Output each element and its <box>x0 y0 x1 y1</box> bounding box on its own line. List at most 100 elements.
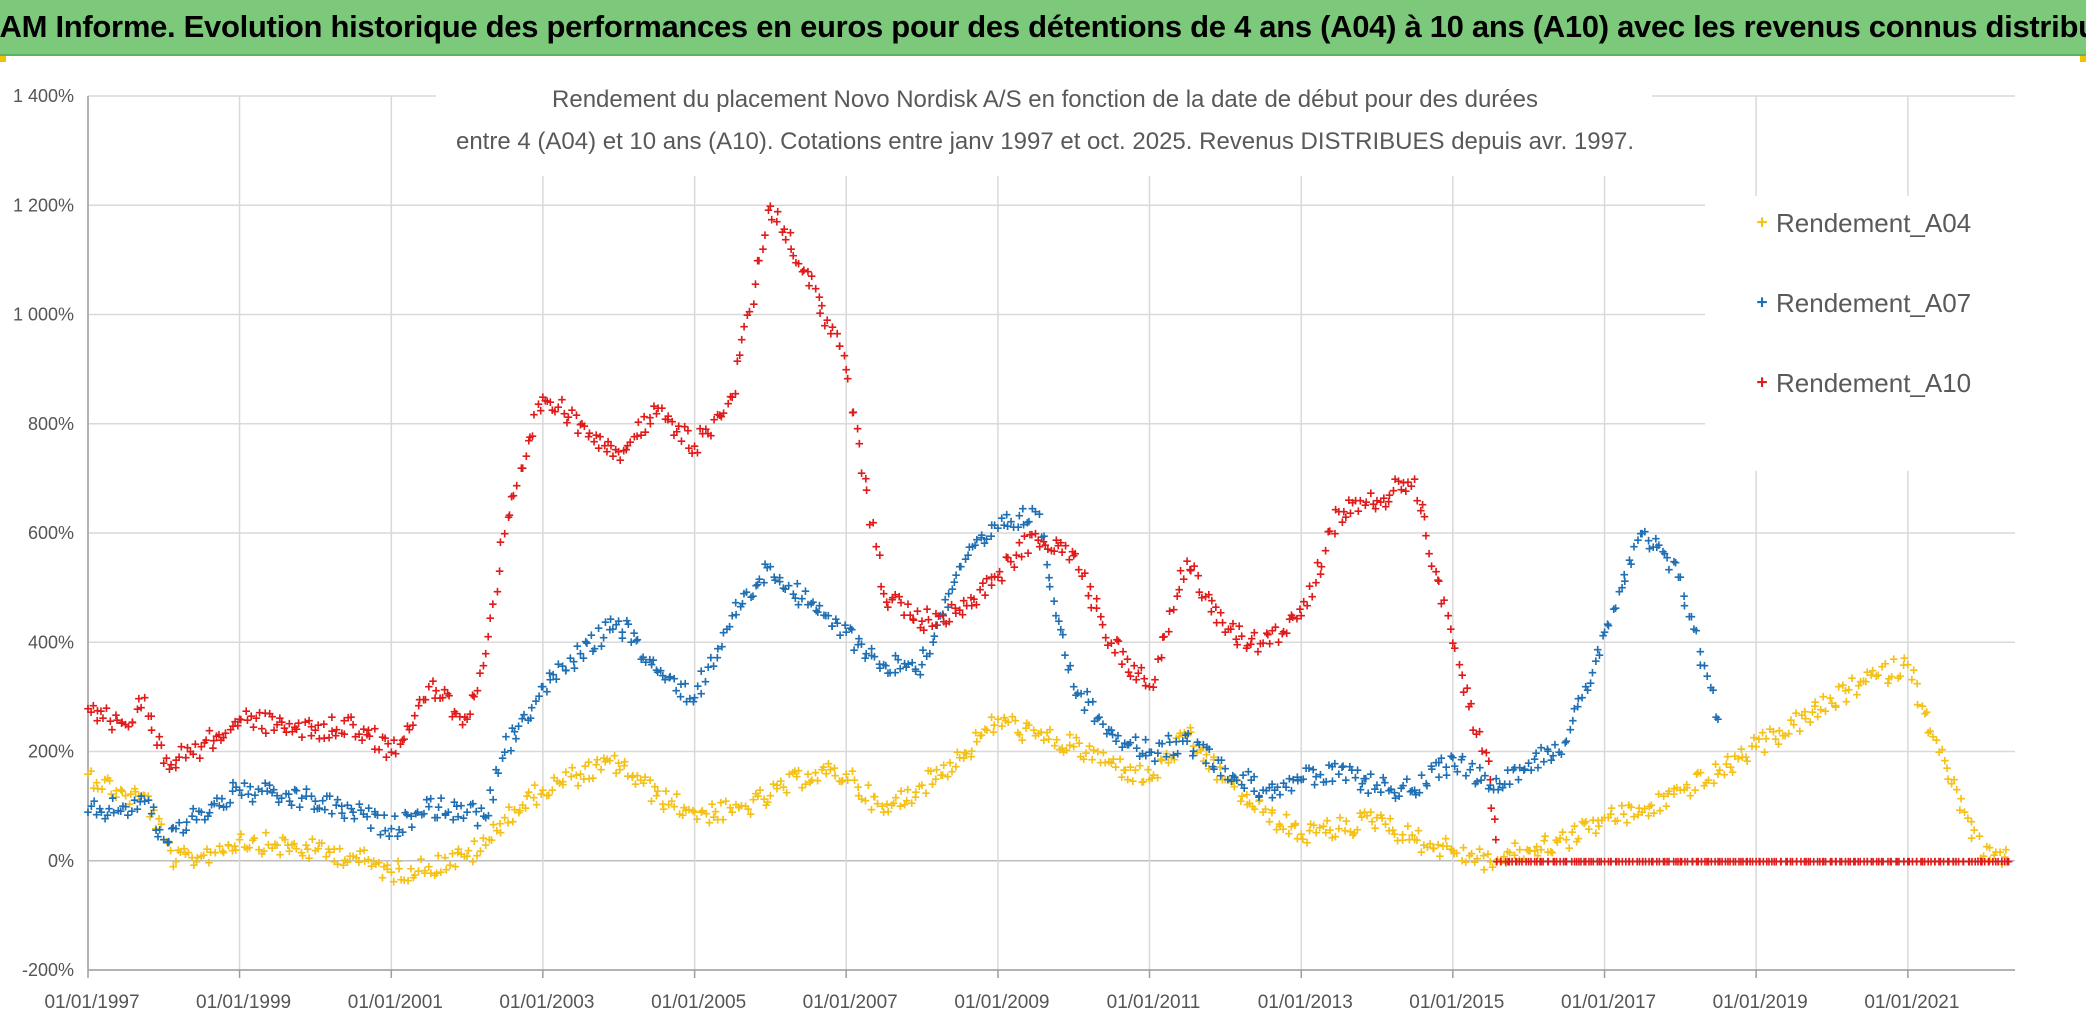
data-point-Rendement_A07: + <box>569 654 577 670</box>
data-point-Rendement_A10: + <box>1297 608 1305 624</box>
data-point-Rendement_A10: + <box>1382 499 1390 515</box>
data-point-Rendement_A07: + <box>207 797 215 813</box>
data-point-Rendement_A10: + <box>1607 854 1615 870</box>
data-point-Rendement_A04: + <box>1335 821 1343 837</box>
data-point-Rendement_A04: + <box>801 776 809 792</box>
data-point-Rendement_A04: + <box>1022 715 1030 731</box>
data-point-Rendement_A07: + <box>444 804 452 820</box>
data-point-Rendement_A10: + <box>1530 854 1538 870</box>
data-point-Rendement_A10: + <box>990 569 998 585</box>
data-point-Rendement_A07: + <box>1064 662 1072 678</box>
data-point-Rendement_A04: + <box>1291 816 1299 832</box>
data-point-Rendement_A04: + <box>1245 796 1253 812</box>
data-point-Rendement_A07: + <box>1514 772 1522 788</box>
data-point-Rendement_A04: + <box>794 763 802 779</box>
data-point-Rendement_A04: + <box>1099 745 1107 761</box>
data-point-Rendement_A10: + <box>1180 572 1188 588</box>
data-point-Rendement_A04: + <box>559 774 567 790</box>
data-point-Rendement_A07: + <box>719 625 727 641</box>
data-point-Rendement_A07: + <box>119 799 127 815</box>
data-point-Rendement_A07: + <box>321 802 329 818</box>
data-point-Rendement_A10: + <box>664 409 672 425</box>
data-point-Rendement_A04: + <box>504 815 512 831</box>
data-point-Rendement_A04: + <box>1884 675 1892 691</box>
data-point-Rendement_A10: + <box>539 389 547 405</box>
data-point-Rendement_A04: + <box>826 762 834 778</box>
data-point-Rendement_A04: + <box>1405 832 1413 848</box>
data-point-Rendement_A07: + <box>1302 761 1310 777</box>
data-point-Rendement_A04: + <box>1947 776 1955 792</box>
data-point-Rendement_A04: + <box>180 841 188 857</box>
data-point-Rendement_A04: + <box>883 797 891 813</box>
data-point-Rendement_A10: + <box>458 717 466 733</box>
data-point-Rendement_A10: + <box>1826 854 1834 870</box>
data-point-Rendement_A10: + <box>482 646 490 662</box>
data-point-Rendement_A04: + <box>932 762 940 778</box>
data-point-Rendement_A10: + <box>962 598 970 614</box>
data-point-Rendement_A07: + <box>1066 658 1074 674</box>
data-point-Rendement_A10: + <box>1317 559 1325 575</box>
data-point-Rendement_A10: + <box>1905 854 1913 870</box>
data-point-Rendement_A07: + <box>998 510 1006 526</box>
data-point-Rendement_A07: + <box>828 618 836 634</box>
data-point-Rendement_A04: + <box>314 841 322 857</box>
data-point-Rendement_A04: + <box>1890 652 1898 668</box>
data-point-Rendement_A10: + <box>717 409 725 425</box>
data-point-Rendement_A07: + <box>371 807 379 823</box>
data-point-Rendement_A07: + <box>205 805 213 821</box>
data-point-Rendement_A07: + <box>1549 748 1557 764</box>
data-point-Rendement_A04: + <box>791 764 799 780</box>
data-point-Rendement_A04: + <box>1722 756 1730 772</box>
data-point-Rendement_A04: + <box>744 802 752 818</box>
data-point-Rendement_A07: + <box>1557 746 1565 762</box>
data-point-Rendement_A10: + <box>939 614 947 630</box>
data-point-Rendement_A04: + <box>1480 862 1488 878</box>
data-point-Rendement_A04: + <box>818 762 826 778</box>
data-point-Rendement_A04: + <box>500 810 508 826</box>
data-point-Rendement_A04: + <box>1072 730 1080 746</box>
data-point-Rendement_A10: + <box>429 673 437 689</box>
data-point-Rendement_A10: + <box>633 429 641 445</box>
data-point-Rendement_A07: + <box>1155 735 1163 751</box>
data-point-Rendement_A04: + <box>1952 782 1960 798</box>
data-point-Rendement_A10: + <box>1918 854 1926 870</box>
data-point-Rendement_A04: + <box>92 775 100 791</box>
data-point-Rendement_A07: + <box>1126 735 1134 751</box>
data-point-Rendement_A07: + <box>1603 617 1611 633</box>
data-point-Rendement_A04: + <box>1065 738 1073 754</box>
data-point-Rendement_A07: + <box>355 797 363 813</box>
data-point-Rendement_A10: + <box>576 417 584 433</box>
data-point-Rendement_A10: + <box>1952 854 1960 870</box>
data-point-Rendement_A07: + <box>154 829 162 845</box>
data-point-Rendement_A04: + <box>311 843 319 859</box>
data-point-Rendement_A10: + <box>1991 854 1999 870</box>
data-point-Rendement_A04: + <box>1899 658 1907 674</box>
data-point-Rendement_A04: + <box>505 800 513 816</box>
data-point-Rendement_A07: + <box>704 660 712 676</box>
data-point-Rendement_A10: + <box>1763 854 1771 870</box>
data-point-Rendement_A07: + <box>140 794 148 810</box>
data-point-Rendement_A10: + <box>1435 573 1443 589</box>
data-point-Rendement_A10: + <box>1190 558 1198 574</box>
data-point-Rendement_A04: + <box>298 848 306 864</box>
data-point-Rendement_A07: + <box>1390 785 1398 801</box>
data-point-Rendement_A07: + <box>413 805 421 821</box>
data-point-Rendement_A04: + <box>1305 823 1313 839</box>
data-point-Rendement_A04: + <box>1229 773 1237 789</box>
data-point-Rendement_A10: + <box>1639 854 1647 870</box>
data-point-Rendement_A07: + <box>1090 714 1098 730</box>
data-point-Rendement_A07: + <box>1183 734 1191 750</box>
data-point-Rendement_A10: + <box>1283 626 1291 642</box>
data-point-Rendement_A10: + <box>987 577 995 593</box>
data-point-Rendement_A10: + <box>620 443 628 459</box>
data-point-Rendement_A04: + <box>1285 826 1293 842</box>
data-point-Rendement_A04: + <box>1505 845 1513 861</box>
data-point-Rendement_A10: + <box>113 712 121 728</box>
data-point-Rendement_A07: + <box>1680 598 1688 614</box>
data-point-Rendement_A10: + <box>1097 609 1105 625</box>
data-point-Rendement_A04: + <box>939 768 947 784</box>
data-point-Rendement_A04: + <box>1894 670 1902 686</box>
data-point-Rendement_A07: + <box>381 823 389 839</box>
data-point-Rendement_A07: + <box>836 628 844 644</box>
data-point-Rendement_A10: + <box>1165 603 1173 619</box>
